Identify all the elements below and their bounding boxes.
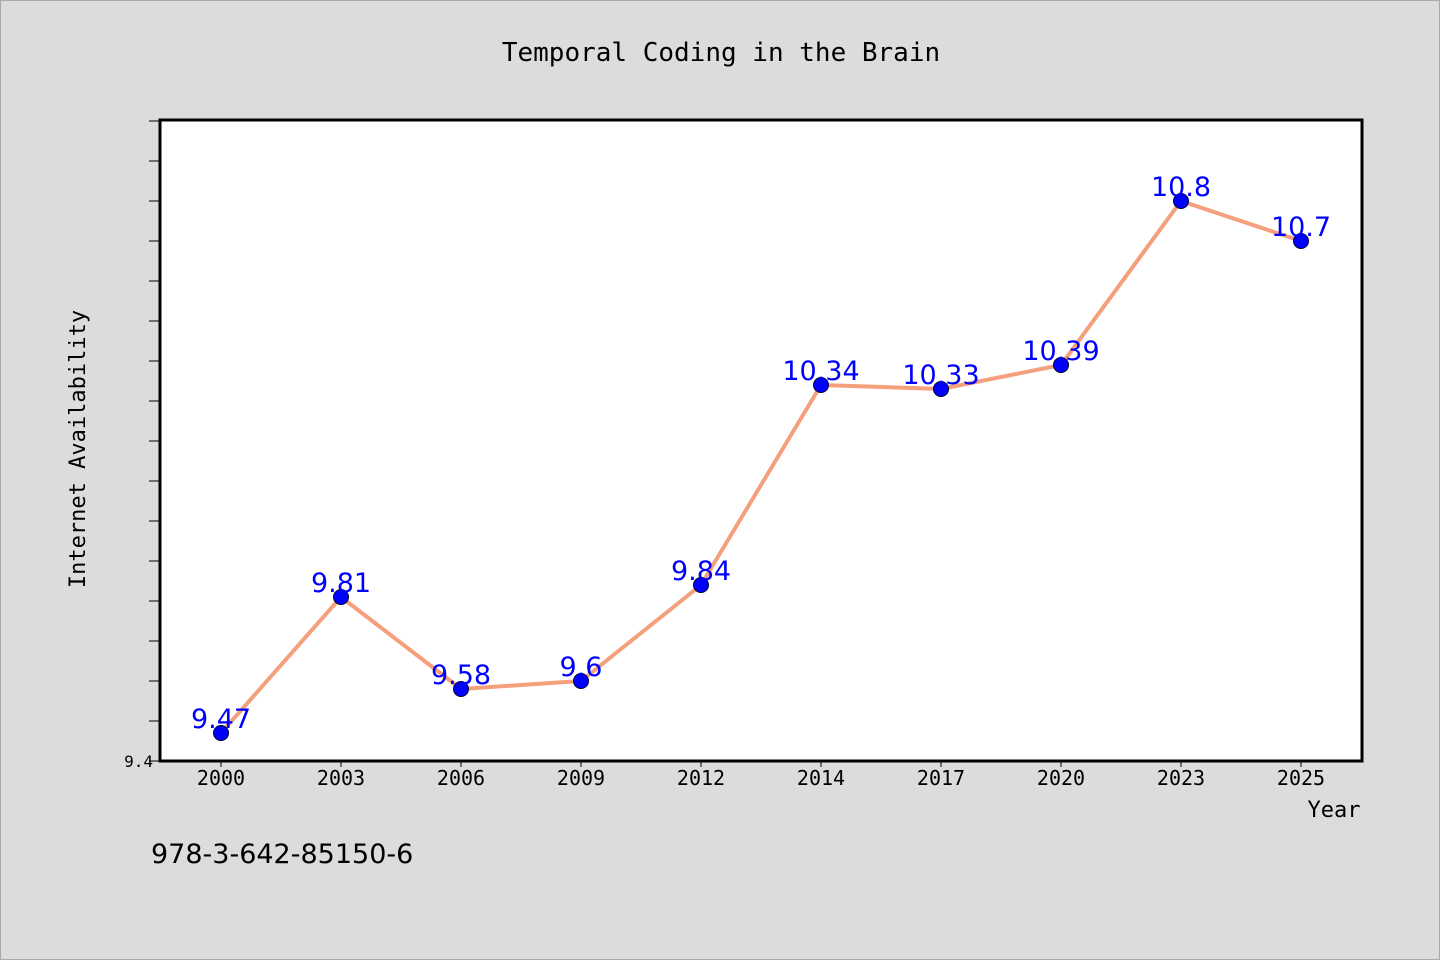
data-point bbox=[693, 577, 709, 593]
data-label: 10.34 bbox=[782, 356, 859, 387]
y-axis-label: Internet Availability bbox=[66, 310, 91, 588]
data-point bbox=[1053, 357, 1069, 373]
data-labels: 9.47 9.81 9.58 9.6 9.84 10.34 10.33 10.39 10.8 10… bbox=[191, 172, 1331, 735]
data-point bbox=[213, 725, 229, 741]
y-tick-label: 9.4 bbox=[124, 752, 153, 771]
data-point bbox=[573, 673, 589, 689]
data-label: 9.6 bbox=[560, 652, 603, 683]
data-point bbox=[333, 589, 349, 605]
x-tick-label: 2020 bbox=[1037, 766, 1085, 790]
x-tick-label: 2025 bbox=[1277, 766, 1325, 790]
chart-title: Temporal Coding in the Brain bbox=[502, 38, 940, 68]
data-point bbox=[813, 377, 829, 393]
data-label: 10.39 bbox=[1022, 336, 1099, 367]
x-axis-label: Year bbox=[1308, 798, 1361, 823]
data-point bbox=[1173, 193, 1189, 209]
x-axis-ticks: 2000 2003 2006 2009 2012 2014 2017 2020 2023 2025 bbox=[197, 761, 1325, 790]
footer-code: 978-3-642-85150-6 bbox=[151, 839, 413, 870]
x-tick-label: 2014 bbox=[797, 766, 845, 790]
x-tick-label: 2000 bbox=[197, 766, 245, 790]
x-tick-label: 2009 bbox=[557, 766, 605, 790]
data-label: 10.7 bbox=[1271, 212, 1331, 243]
data-point bbox=[933, 381, 949, 397]
data-label: 9.58 bbox=[431, 660, 491, 691]
data-label: 9.84 bbox=[671, 556, 731, 587]
data-label: 10.8 bbox=[1151, 172, 1211, 203]
series bbox=[213, 193, 1309, 741]
x-tick-label: 2023 bbox=[1157, 766, 1205, 790]
data-label: 9.81 bbox=[311, 568, 371, 599]
x-tick-label: 2006 bbox=[437, 766, 485, 790]
series-line bbox=[219, 199, 1302, 735]
data-label: 9.47 bbox=[191, 704, 251, 735]
y-axis-ticks: 9.4 bbox=[124, 120, 161, 771]
data-point bbox=[453, 681, 469, 697]
x-tick-label: 2003 bbox=[317, 766, 365, 790]
plot-area bbox=[158, 118, 1364, 763]
x-tick-label: 2012 bbox=[677, 766, 725, 790]
x-tick-label: 2017 bbox=[917, 766, 965, 790]
data-point bbox=[1293, 233, 1309, 249]
data-label: 10.33 bbox=[902, 360, 979, 391]
